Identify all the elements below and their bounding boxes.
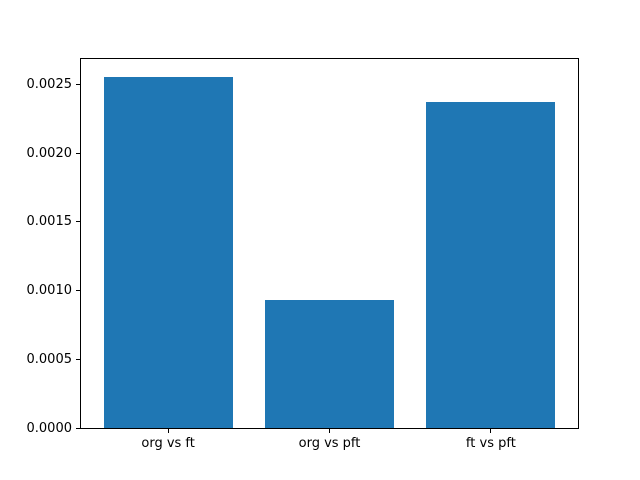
y-axis-tick-label: 0.0010: [26, 283, 73, 299]
x-axis-tick-label: org vs ft: [141, 436, 195, 451]
x-axis-tick-mark: [329, 428, 330, 433]
x-axis-tick-mark: [167, 428, 169, 433]
x-axis-tick-label: org vs pft: [298, 436, 361, 451]
plot-area: 0.0000 0.0005 0.0010 0.0015 0.0020 0.0025 org …: [27, 58, 579, 451]
bar-org-vs-pft: [264, 300, 395, 428]
y-axis-tick-mark: [76, 290, 81, 292]
y-axis-tick-mark: [76, 358, 81, 360]
y-axis-tick-label: 0.0025: [26, 76, 73, 92]
x-axis-tick-mark: [490, 428, 492, 433]
y-axis-tick-label: 0.0015: [26, 214, 73, 230]
y-axis-tick-label: 0.0005: [26, 351, 73, 367]
y-axis-tick-label: 0.0000: [26, 420, 73, 436]
y-axis-tick-mark: [76, 152, 81, 154]
y-axis-tick-label: 0.0020: [26, 145, 73, 161]
x-axis-tick-label: ft vs pft: [465, 436, 516, 451]
bar-org-vs-ft: [103, 77, 233, 428]
y-axis-tick-mark: [76, 221, 81, 223]
bar-ft-vs-pft: [426, 102, 556, 428]
y-axis-tick-mark: [76, 83, 81, 85]
y-axis-tick-mark: [76, 427, 81, 429]
